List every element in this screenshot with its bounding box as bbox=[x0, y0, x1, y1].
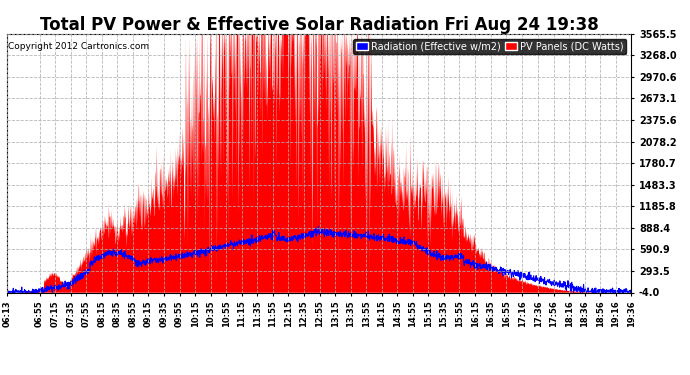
Legend: Radiation (Effective w/m2), PV Panels (DC Watts): Radiation (Effective w/m2), PV Panels (D… bbox=[353, 39, 627, 54]
Title: Total PV Power & Effective Solar Radiation Fri Aug 24 19:38: Total PV Power & Effective Solar Radiati… bbox=[40, 16, 598, 34]
Text: Copyright 2012 Cartronics.com: Copyright 2012 Cartronics.com bbox=[8, 42, 148, 51]
